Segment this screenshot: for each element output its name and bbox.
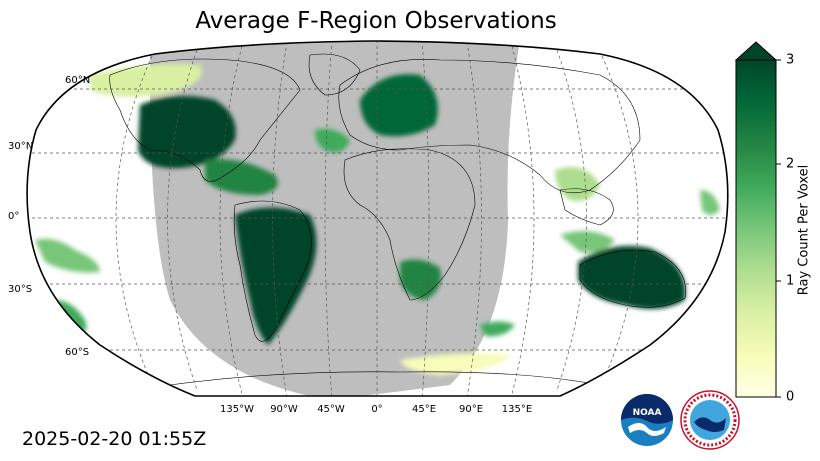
lon-label-90e: 90°E [458,404,484,415]
colorbar-tick-3: 3 [786,52,795,68]
patch-mexico [205,159,278,195]
colorbar-extend-arrow [734,41,778,61]
patch-far-east [700,190,720,215]
colorbar-bar [735,59,777,398]
lon-label-45e: 45°E [411,404,437,415]
chart-title: Average F-Region Observations [195,8,557,34]
colorbar [734,41,781,398]
africa-outline [343,148,476,301]
colorbar-tick-1: 1 [786,273,795,289]
europe-outline [338,59,641,194]
asia-se-outline [559,188,614,226]
graticule [27,41,728,396]
lat-label-60s: 60°S [65,347,90,358]
patch-antarctic-ring [400,353,510,375]
patch-atlantic [315,128,350,153]
patch-indonesia [560,231,615,253]
patch-south-america [235,207,317,345]
colorbar-tick-2: 2 [786,156,795,172]
lat-label-30s: 30°S [8,284,33,295]
patch-asia-east [555,167,600,201]
north-america-outline [109,58,301,182]
timestamp: 2025-02-20 01:55Z [22,428,207,450]
australia-outline [579,249,686,308]
patch-north-america [138,96,236,169]
globe-boundary [26,40,729,397]
patch-europe [360,74,438,137]
south-america-outline [233,200,312,342]
patch-south-indian [480,321,515,337]
patch-australia [578,245,686,309]
colorbar-label: Ray Count Per Voxel [796,164,812,296]
patch-pacific-west [35,238,100,273]
antarctica-outline [169,371,601,386]
svg-text:NOAA: NOAA [633,408,662,418]
lon-label-135e: 135°E [501,404,533,415]
lon-label-135w: 135°W [220,404,254,415]
noaa-logo: NOAA [621,394,673,446]
national-weather-service-logo [680,390,740,450]
lon-label-90w: 90°W [270,404,298,415]
lon-label-0: 0° [371,404,383,415]
lon-label-45w: 45°W [317,404,345,415]
lat-label-eq: 0° [8,211,20,222]
colorbar-tick-0: 0 [786,389,795,405]
lat-label-30n: 30°N [8,141,34,152]
lat-label-60n: 60°N [65,75,91,86]
